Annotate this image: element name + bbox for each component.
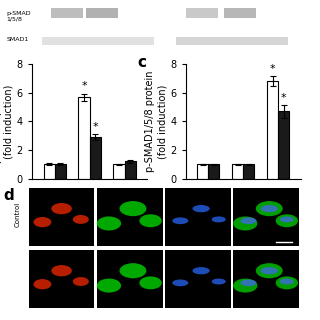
Text: -: - bbox=[271, 238, 274, 247]
Bar bbox=[208, 164, 220, 179]
Ellipse shape bbox=[256, 201, 283, 216]
Bar bbox=[86, 8, 118, 18]
Bar bbox=[165, 250, 231, 308]
Ellipse shape bbox=[51, 265, 72, 276]
Circle shape bbox=[193, 205, 210, 212]
Text: *: * bbox=[281, 93, 286, 103]
Bar bbox=[267, 81, 278, 179]
Text: p-SMAD
1/5/8: p-SMAD 1/5/8 bbox=[6, 11, 31, 22]
Circle shape bbox=[280, 216, 294, 222]
Bar bbox=[233, 250, 299, 308]
Text: -: - bbox=[47, 238, 51, 247]
Circle shape bbox=[241, 217, 257, 224]
Text: -: - bbox=[201, 238, 204, 247]
Text: c: c bbox=[137, 55, 146, 70]
Bar bbox=[243, 164, 254, 179]
Circle shape bbox=[172, 279, 188, 286]
Bar bbox=[44, 164, 55, 179]
Y-axis label: p-SMAD2 protein
(fold induction): p-SMAD2 protein (fold induction) bbox=[0, 80, 14, 163]
Text: -: - bbox=[82, 256, 86, 265]
Text: SMAD1: SMAD1 bbox=[6, 37, 29, 42]
Text: BMP4: BMP4 bbox=[33, 256, 54, 265]
Circle shape bbox=[280, 278, 294, 284]
Bar bbox=[224, 8, 256, 18]
Bar bbox=[97, 188, 163, 246]
Bar bbox=[42, 37, 154, 45]
Ellipse shape bbox=[276, 214, 298, 227]
Text: +: + bbox=[80, 238, 88, 247]
Text: +: + bbox=[115, 256, 123, 265]
Bar bbox=[55, 164, 66, 179]
Ellipse shape bbox=[233, 278, 257, 292]
Ellipse shape bbox=[140, 214, 162, 227]
Circle shape bbox=[172, 217, 188, 224]
Bar bbox=[165, 188, 231, 246]
Bar bbox=[232, 164, 243, 179]
Text: Activin: Activin bbox=[186, 238, 212, 247]
Circle shape bbox=[261, 267, 278, 274]
Text: -: - bbox=[201, 256, 204, 265]
Ellipse shape bbox=[97, 278, 121, 292]
Circle shape bbox=[193, 267, 210, 274]
Ellipse shape bbox=[233, 216, 257, 230]
Ellipse shape bbox=[119, 263, 146, 278]
Circle shape bbox=[212, 278, 226, 284]
Y-axis label: p-SMAD1/5/8 protein
(fold induction): p-SMAD1/5/8 protein (fold induction) bbox=[145, 71, 168, 172]
Ellipse shape bbox=[51, 203, 72, 214]
Text: d: d bbox=[3, 188, 14, 203]
Ellipse shape bbox=[119, 201, 146, 216]
Bar bbox=[51, 8, 83, 18]
Text: -: - bbox=[117, 238, 121, 247]
Ellipse shape bbox=[256, 263, 283, 278]
Text: +: + bbox=[234, 238, 241, 247]
Bar bbox=[97, 250, 163, 308]
Bar bbox=[113, 164, 124, 179]
Bar bbox=[186, 8, 218, 18]
Text: Control: Control bbox=[15, 202, 20, 227]
Bar bbox=[197, 164, 208, 179]
Text: *: * bbox=[92, 122, 98, 132]
Ellipse shape bbox=[34, 279, 52, 289]
Bar bbox=[78, 97, 90, 179]
Bar bbox=[29, 250, 94, 308]
Bar bbox=[90, 137, 101, 179]
Ellipse shape bbox=[73, 277, 89, 286]
Circle shape bbox=[212, 216, 226, 222]
Text: -: - bbox=[47, 256, 51, 265]
Circle shape bbox=[241, 279, 257, 286]
Ellipse shape bbox=[276, 276, 298, 289]
Text: Activin: Activin bbox=[33, 238, 59, 247]
Ellipse shape bbox=[34, 217, 52, 227]
Bar bbox=[29, 188, 94, 246]
Bar bbox=[233, 188, 299, 246]
Text: BMP4: BMP4 bbox=[186, 256, 208, 265]
Text: +: + bbox=[269, 256, 276, 265]
Text: *: * bbox=[270, 64, 275, 74]
Circle shape bbox=[261, 205, 278, 212]
Ellipse shape bbox=[97, 216, 121, 230]
Ellipse shape bbox=[73, 215, 89, 224]
Text: *: * bbox=[81, 81, 87, 92]
Ellipse shape bbox=[140, 276, 162, 289]
Bar bbox=[124, 161, 136, 179]
Text: -: - bbox=[236, 256, 239, 265]
Bar bbox=[176, 37, 288, 45]
Bar bbox=[278, 111, 289, 179]
